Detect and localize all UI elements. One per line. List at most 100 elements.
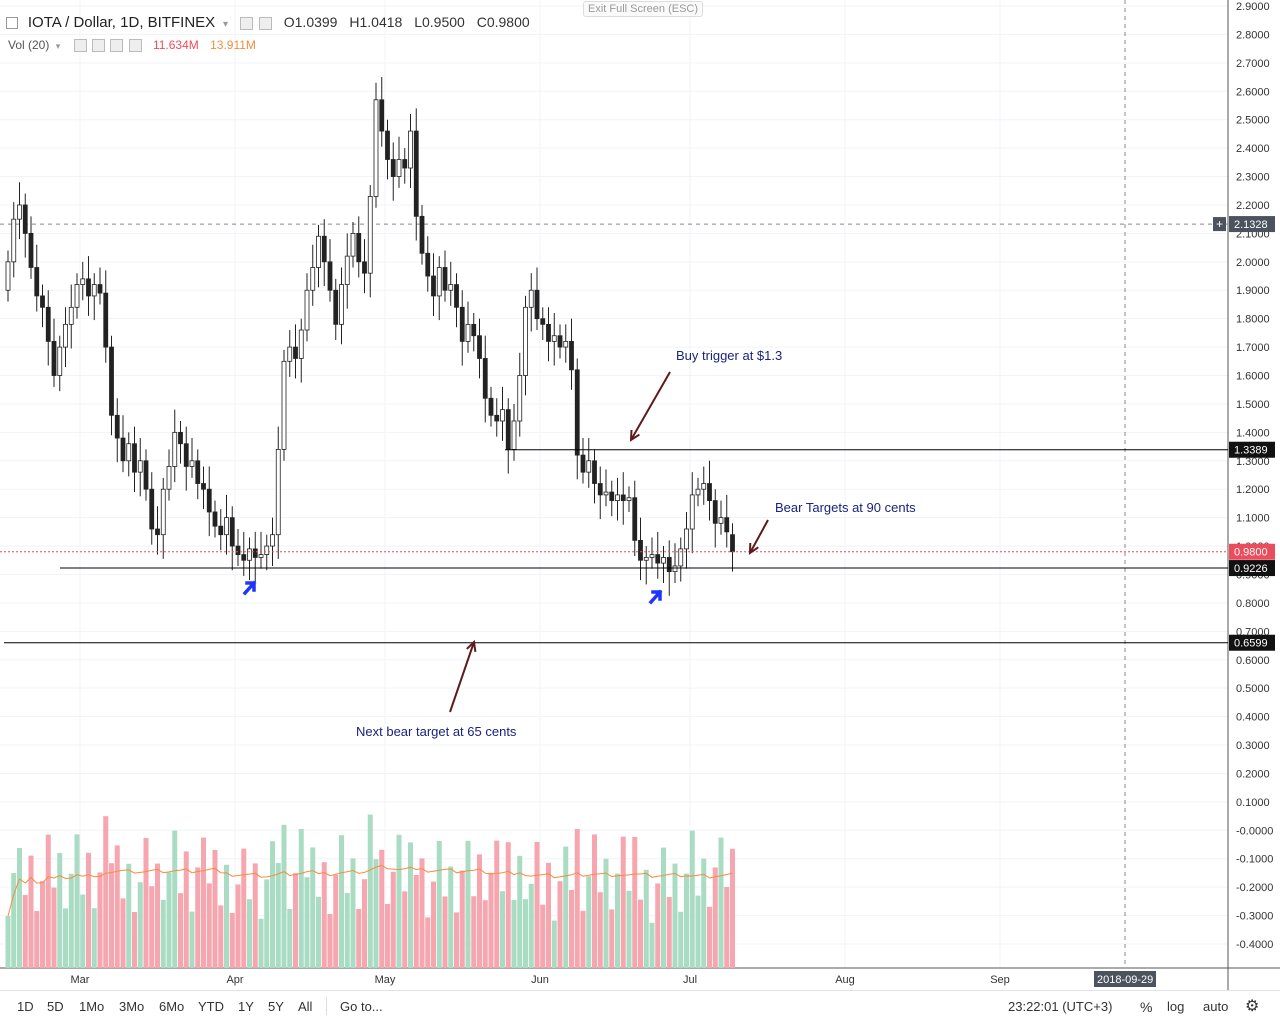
range-ytd[interactable]: YTD: [198, 999, 224, 1014]
vol-btn-4-icon[interactable]: [128, 39, 142, 53]
range-5y[interactable]: 5Y: [268, 999, 284, 1014]
range-6mo[interactable]: 6Mo: [159, 999, 185, 1014]
range-3mo[interactable]: 3Mo: [119, 999, 145, 1014]
volume-ma-line: [7, 864, 733, 917]
vol-btn-1-icon[interactable]: [73, 39, 87, 53]
candle-up: [258, 554, 264, 558]
volume-bar: [91, 908, 97, 968]
volume-bar: [160, 899, 166, 968]
candle-down: [540, 318, 546, 325]
candle-up: [281, 360, 287, 450]
volume-bar: [143, 838, 149, 968]
candle-down: [51, 341, 57, 376]
symbol-title[interactable]: IOTA / Dollar, 1D, BITFINEX: [27, 14, 216, 31]
candle-down: [178, 431, 183, 445]
candle-up: [80, 278, 86, 285]
price-label-text: 0.6599: [1234, 638, 1268, 650]
hide-mini-icon[interactable]: [258, 16, 272, 30]
volume-bar: [321, 862, 327, 968]
vol-btn-3-icon[interactable]: [110, 39, 124, 53]
settings-mini-icon[interactable]: [239, 16, 253, 30]
range-5d[interactable]: 5D: [47, 999, 64, 1014]
candle-down: [109, 346, 114, 416]
candle-down: [724, 517, 730, 533]
log-toggle[interactable]: log: [1167, 999, 1185, 1014]
candle-up: [661, 557, 666, 564]
auto-toggle[interactable]: auto: [1203, 999, 1229, 1014]
candle-down: [597, 483, 603, 496]
candle-down: [149, 488, 155, 530]
dropdown-icon[interactable]: ▾: [223, 19, 229, 30]
candle-down: [534, 289, 540, 320]
volume-bar: [28, 855, 34, 968]
y-tick-label: 2.2000: [1236, 200, 1270, 212]
volume-bar: [183, 851, 189, 968]
candle-down: [97, 284, 103, 294]
candle-up: [350, 232, 356, 257]
collapse-icon[interactable]: [6, 17, 18, 30]
candle-up: [17, 204, 22, 220]
candle-down: [592, 460, 597, 484]
candle-down: [114, 414, 120, 439]
volume-bar: [224, 864, 229, 968]
y-tick-label: 0.1000: [1236, 797, 1270, 809]
candle-up: [91, 284, 97, 297]
volume-bar: [436, 841, 442, 968]
volume-bar: [603, 858, 609, 968]
range-1mo[interactable]: 1Mo: [79, 999, 105, 1014]
range-1d[interactable]: 1D: [17, 999, 34, 1014]
volume-bar: [350, 858, 356, 968]
volume-bar: [413, 875, 419, 968]
vol-btn-2-icon[interactable]: [91, 39, 105, 53]
candle-down: [103, 292, 109, 348]
volume-bar: [120, 898, 126, 968]
price-label-box: [1229, 560, 1275, 577]
candle-down: [477, 335, 482, 359]
volume-bar: [431, 881, 436, 968]
candle-down: [655, 554, 661, 564]
crosshair-price-label: 2.1328: [1234, 219, 1268, 231]
candle-up: [344, 255, 350, 285]
candle-down: [402, 159, 408, 169]
candle-down: [488, 397, 494, 416]
gear-icon[interactable]: ⚙: [1245, 998, 1260, 1015]
volume-bar: [592, 834, 597, 968]
candle-down: [86, 278, 91, 297]
range-all[interactable]: All: [298, 999, 313, 1014]
candle-down: [235, 545, 241, 555]
volume-bar: [155, 863, 160, 968]
price-chart[interactable]: 2.9000 2.8000 2.7000 2.6000 2.5000 2.4000 2.30…: [0, 0, 1280, 990]
percent-toggle[interactable]: %: [1140, 999, 1153, 1015]
x-tick-label: Jun: [531, 974, 549, 986]
volume-bar: [615, 873, 620, 968]
candle-down: [569, 341, 574, 371]
volume-bar: [655, 883, 661, 968]
candle-up: [166, 466, 172, 490]
candle-up: [310, 267, 316, 291]
y-tick-label: -0.0000: [1236, 825, 1273, 837]
candle-down: [241, 554, 247, 561]
volume-bar: [264, 879, 270, 968]
y-tick-label: 2.0000: [1236, 257, 1270, 269]
range-1y[interactable]: 1Y: [238, 999, 254, 1014]
volume-bar: [505, 842, 511, 968]
candle-down: [218, 525, 224, 536]
candle-down: [183, 443, 189, 467]
volume-title[interactable]: Vol (20): [8, 38, 50, 52]
volume-bar: [68, 873, 74, 968]
volume-bar: [339, 835, 344, 968]
candle-up: [5, 261, 11, 291]
y-tick-label: 1.4000: [1236, 427, 1270, 439]
candle-down: [425, 252, 431, 277]
candle-up: [275, 449, 281, 536]
volume-bar: [454, 912, 459, 968]
x-tick-label: May: [375, 974, 396, 986]
candle-down: [132, 443, 137, 473]
candle-down: [632, 497, 638, 541]
exit-fullscreen-button[interactable]: Exit Full Screen (ESC): [583, 1, 704, 17]
candle-down: [333, 289, 339, 325]
goto-button[interactable]: Go to...: [340, 999, 383, 1014]
candle-down: [120, 437, 126, 462]
close-label: C: [476, 14, 487, 30]
volume-dropdown-icon[interactable]: ▾: [55, 41, 61, 51]
